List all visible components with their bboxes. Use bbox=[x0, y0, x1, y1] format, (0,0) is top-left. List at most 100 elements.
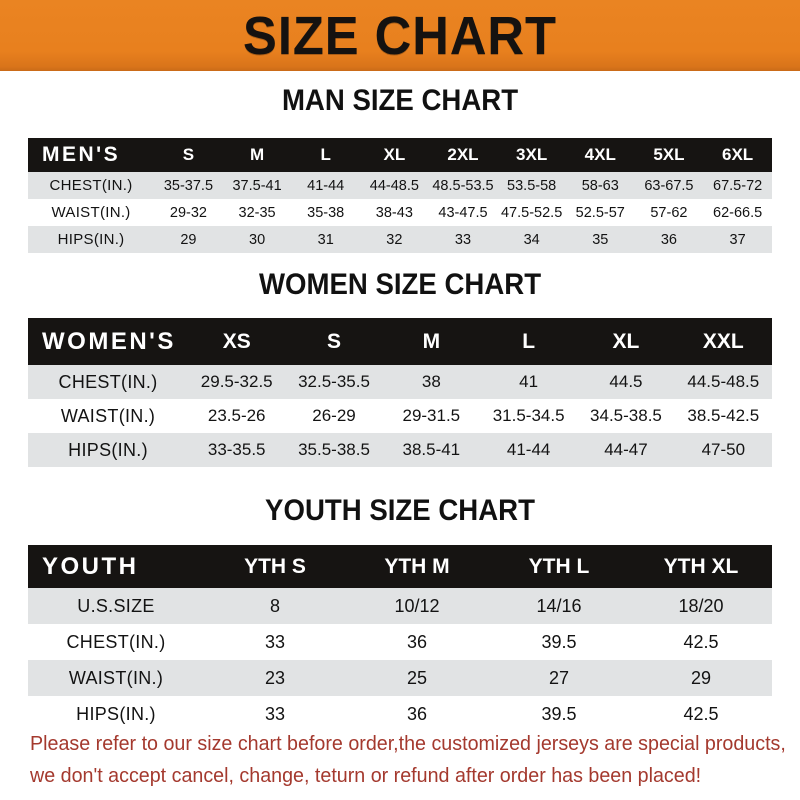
women-col-header: L bbox=[522, 329, 536, 353]
youth-cell: 14/16 bbox=[536, 595, 582, 616]
youth-cell: 42.5 bbox=[683, 703, 719, 724]
men-col-header: 4XL bbox=[584, 145, 616, 164]
women-col-header: XS bbox=[222, 329, 251, 353]
table-row: WAIST(IN.) 23.5-26 26-29 29-31.5 31.5-34… bbox=[28, 399, 772, 433]
women-corner-label: WOMEN'S bbox=[42, 327, 176, 355]
youth-cell: 36 bbox=[406, 703, 428, 724]
women-cell: 44.5 bbox=[609, 372, 643, 391]
men-cell: 32-35 bbox=[238, 204, 276, 221]
men-col-header: 3XL bbox=[516, 145, 548, 164]
women-cell: 38 bbox=[421, 372, 441, 391]
men-cell: 36 bbox=[660, 231, 677, 248]
women-cell: 47-50 bbox=[701, 440, 746, 459]
men-cell: 67.5-72 bbox=[713, 177, 763, 194]
women-table-body: CHEST(IN.) 29.5-32.5 32.5-35.5 38 41 44.… bbox=[28, 365, 772, 467]
women-cell: 41-44 bbox=[506, 440, 551, 459]
men-cell: 53.5-58 bbox=[507, 177, 557, 194]
women-cell: 41 bbox=[519, 372, 539, 391]
men-size-table: MEN'S S M L XL 2XL 3XL 4XL 5XL 6XL CHEST… bbox=[28, 138, 772, 253]
youth-cell: 39.5 bbox=[541, 703, 577, 724]
youth-row-label: U.S.SIZE bbox=[77, 595, 155, 616]
women-cell: 23.5-26 bbox=[207, 406, 266, 425]
table-row: HIPS(IN.) 33 36 39.5 42.5 bbox=[28, 696, 772, 732]
women-col-header: XXL bbox=[702, 329, 744, 353]
men-col-header: L bbox=[320, 145, 331, 164]
men-col-header: 6XL bbox=[722, 145, 754, 164]
youth-cell: 39.5 bbox=[541, 631, 577, 652]
men-col-header: XL bbox=[383, 145, 406, 164]
women-section-title: WOMEN SIZE CHART bbox=[258, 268, 542, 301]
men-table-body: CHEST(IN.) 35-37.5 37.5-41 41-44 44-48.5… bbox=[28, 172, 772, 253]
table-row: HIPS(IN.) 29 30 31 32 33 34 35 36 37 bbox=[28, 226, 772, 253]
women-cell: 29-31.5 bbox=[402, 406, 461, 425]
page-title: SIZE CHART bbox=[243, 5, 557, 66]
men-col-header: S bbox=[182, 145, 195, 164]
youth-row-label: HIPS(IN.) bbox=[76, 703, 156, 724]
women-cell: 33-35.5 bbox=[207, 440, 266, 459]
men-cell: 57-62 bbox=[650, 204, 688, 221]
men-cell: 58-63 bbox=[581, 177, 619, 194]
men-col-header: 5XL bbox=[653, 145, 685, 164]
youth-cell: 36 bbox=[406, 631, 428, 652]
men-header-row: MEN'S S M L XL 2XL 3XL 4XL 5XL 6XL bbox=[28, 138, 772, 172]
table-row: WAIST(IN.) 23 25 27 29 bbox=[28, 660, 772, 696]
youth-cell: 29 bbox=[690, 667, 712, 688]
youth-cell: 18/20 bbox=[678, 595, 724, 616]
men-cell: 48.5-53.5 bbox=[432, 177, 494, 194]
size-chart-banner: SIZE CHART bbox=[0, 0, 800, 71]
men-cell: 32 bbox=[386, 231, 403, 248]
women-col-header: M bbox=[422, 329, 441, 353]
youth-size-table: YOUTH YTH S YTH M YTH L YTH XL U.S.SIZE … bbox=[28, 545, 772, 732]
men-cell: 37.5-41 bbox=[232, 177, 282, 194]
men-cell: 34 bbox=[523, 231, 540, 248]
men-row-label: WAIST(IN.) bbox=[51, 204, 131, 221]
women-col-header: XL bbox=[612, 329, 640, 353]
women-cell: 38.5-41 bbox=[402, 440, 461, 459]
men-cell: 52.5-57 bbox=[575, 204, 625, 221]
disclaimer-line: we don't accept cancel, change, teturn o… bbox=[30, 764, 702, 787]
women-col-header: S bbox=[327, 329, 342, 353]
youth-cell: 27 bbox=[548, 667, 570, 688]
youth-table-head: YOUTH YTH S YTH M YTH L YTH XL bbox=[28, 545, 772, 588]
men-cell: 30 bbox=[249, 231, 266, 248]
men-row-label: HIPS(IN.) bbox=[57, 231, 125, 248]
table-row: CHEST(IN.) 33 36 39.5 42.5 bbox=[28, 624, 772, 660]
women-cell: 32.5-35.5 bbox=[298, 372, 370, 391]
youth-cell: 10/12 bbox=[394, 595, 440, 616]
men-col-header: M bbox=[249, 145, 265, 164]
men-cell: 62-66.5 bbox=[713, 204, 763, 221]
women-cell: 31.5-34.5 bbox=[492, 406, 565, 425]
table-row: HIPS(IN.) 33-35.5 35.5-38.5 38.5-41 41-4… bbox=[28, 433, 772, 467]
order-disclaimer: Please refer to our size chart before or… bbox=[30, 728, 786, 792]
youth-cell: 8 bbox=[269, 595, 280, 616]
men-cell: 35-38 bbox=[307, 204, 345, 221]
disclaimer-line: Please refer to our size chart before or… bbox=[30, 732, 786, 755]
men-cell: 47.5-52.5 bbox=[500, 204, 563, 221]
youth-corner-label: YOUTH bbox=[42, 552, 139, 580]
men-cell: 29-32 bbox=[169, 204, 207, 221]
youth-cell: 42.5 bbox=[683, 631, 719, 652]
women-size-table: WOMEN'S XS S M L XL XXL CHEST(IN.) 29.5-… bbox=[28, 318, 772, 467]
men-cell: 44-48.5 bbox=[369, 177, 419, 194]
table-row: U.S.SIZE 8 10/12 14/16 18/20 bbox=[28, 588, 772, 624]
table-row: WAIST(IN.) 29-32 32-35 35-38 38-43 43-47… bbox=[28, 199, 772, 226]
youth-col-header: YTH S bbox=[244, 554, 306, 578]
women-cell: 44-47 bbox=[604, 440, 648, 459]
table-row: CHEST(IN.) 29.5-32.5 32.5-35.5 38 41 44.… bbox=[28, 365, 772, 399]
women-cell: 44.5-48.5 bbox=[687, 372, 760, 391]
women-cell: 35.5-38.5 bbox=[298, 440, 370, 459]
men-cell: 33 bbox=[454, 231, 472, 248]
youth-cell: 25 bbox=[406, 667, 428, 688]
man-section-title: MAN SIZE CHART bbox=[281, 84, 519, 117]
men-row-label: CHEST(IN.) bbox=[49, 177, 133, 194]
men-cell: 29 bbox=[180, 231, 197, 248]
men-cell: 35-37.5 bbox=[163, 177, 214, 194]
women-cell: 34.5-38.5 bbox=[590, 406, 662, 425]
youth-col-header: YTH M bbox=[384, 554, 450, 578]
men-cell: 31 bbox=[317, 231, 334, 248]
men-table-head: MEN'S S M L XL 2XL 3XL 4XL 5XL 6XL bbox=[28, 138, 772, 172]
women-cell: 38.5-42.5 bbox=[687, 406, 760, 425]
men-col-header: 2XL bbox=[447, 145, 479, 164]
men-corner-label: MEN'S bbox=[42, 143, 121, 166]
men-cell: 35 bbox=[592, 231, 609, 248]
